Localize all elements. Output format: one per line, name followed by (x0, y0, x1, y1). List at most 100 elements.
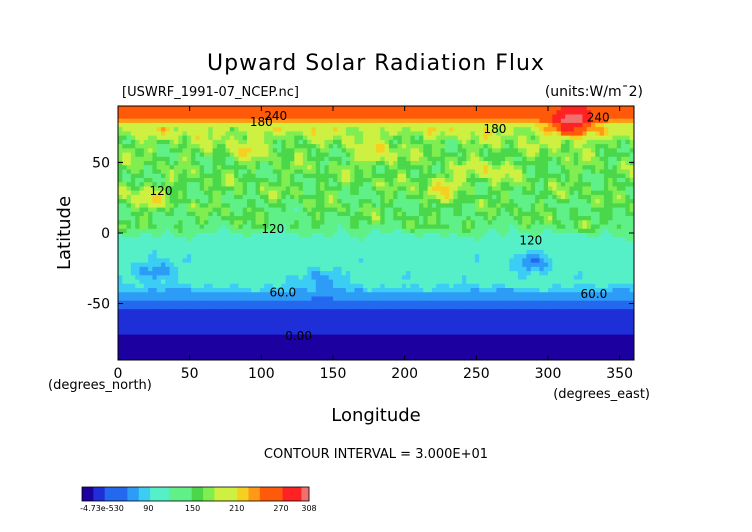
field-cell (161, 139, 166, 145)
field-cell (543, 207, 549, 213)
field-cell (578, 190, 583, 196)
field-cell (212, 233, 218, 238)
field-cell (302, 207, 308, 213)
field-cell (148, 199, 153, 204)
field-cell (341, 152, 347, 158)
field-cell (496, 249, 502, 255)
field-cell (143, 262, 149, 268)
field-cell (165, 241, 171, 247)
field-cell (427, 271, 433, 276)
field-cell (393, 110, 399, 116)
field-cell (328, 156, 334, 162)
field-cell (182, 262, 188, 268)
field-cell (148, 203, 153, 209)
field-cell (483, 203, 489, 209)
field-cell (436, 266, 442, 272)
field-cell (156, 275, 162, 281)
field-cell (419, 211, 424, 217)
field-cell (294, 177, 300, 183)
field-cell (208, 190, 214, 196)
field-cell (616, 194, 622, 200)
field-cell (298, 144, 304, 149)
field-cell (234, 190, 239, 196)
field-cell (496, 182, 502, 188)
field-cell (608, 207, 614, 213)
field-cell (384, 211, 390, 217)
field-cell (530, 152, 536, 158)
field-cell (431, 271, 437, 276)
field-cell (294, 194, 300, 200)
field-cell (212, 114, 218, 120)
field-cell (625, 106, 631, 111)
field-cell (436, 135, 442, 141)
field-cell (234, 122, 239, 128)
field-cell (513, 169, 519, 175)
field-cell (431, 233, 437, 238)
field-cell (152, 211, 158, 217)
field-cell (397, 177, 403, 183)
field-cell (259, 118, 265, 124)
field-cell (573, 249, 579, 255)
field-cell (315, 106, 321, 111)
field-cell (143, 233, 149, 238)
field-cell (376, 203, 381, 209)
field-cell (578, 216, 583, 221)
field-cell (552, 161, 558, 166)
field-cell (436, 131, 442, 137)
field-cell (397, 275, 403, 281)
field-cell (182, 139, 188, 145)
field-cell (242, 177, 248, 183)
field-cell (328, 203, 334, 209)
field-cell (427, 262, 433, 268)
field-cell (496, 224, 502, 230)
field-cell (462, 144, 467, 149)
field-cell (371, 148, 377, 154)
field-cell (216, 114, 222, 120)
field-cell (393, 266, 399, 272)
field-cell (427, 279, 433, 285)
field-cell (466, 275, 472, 281)
field-cell (436, 237, 442, 243)
field-cell (169, 271, 175, 276)
field-cell (621, 127, 626, 132)
field-cell (513, 237, 519, 243)
field-cell (599, 241, 605, 247)
field-cell (118, 203, 123, 209)
field-cell (126, 173, 132, 179)
field-cell (363, 139, 368, 145)
field-cell (320, 135, 325, 141)
field-cell (586, 194, 592, 200)
field-cell (578, 220, 583, 226)
field-cell (225, 182, 231, 188)
field-cell (449, 224, 454, 230)
field-cell (423, 249, 429, 255)
field-cell (242, 211, 248, 217)
field-cell (573, 275, 579, 281)
field-cell (621, 258, 626, 264)
field-cell (281, 241, 287, 247)
field-cell (169, 266, 175, 272)
field-cell (492, 139, 497, 145)
field-cell (479, 237, 485, 243)
field-cell (616, 271, 622, 276)
field-cell (552, 182, 558, 188)
field-cell (470, 258, 476, 264)
field-cell (255, 118, 261, 124)
field-cell (161, 266, 166, 272)
field-cell (345, 237, 351, 243)
field-cell (255, 114, 261, 120)
field-cell (625, 156, 631, 162)
field-cell (178, 135, 184, 141)
field-cell (130, 186, 136, 192)
field-cell (328, 177, 334, 183)
field-cell (345, 211, 351, 217)
field-cell (130, 237, 136, 243)
field-cell (148, 220, 153, 226)
field-cell (216, 110, 222, 116)
field-cell (427, 216, 433, 221)
field-cell (161, 233, 166, 238)
field-cell (122, 169, 128, 175)
field-cell (315, 203, 321, 209)
field-cell (423, 156, 429, 162)
field-cell (122, 279, 128, 285)
